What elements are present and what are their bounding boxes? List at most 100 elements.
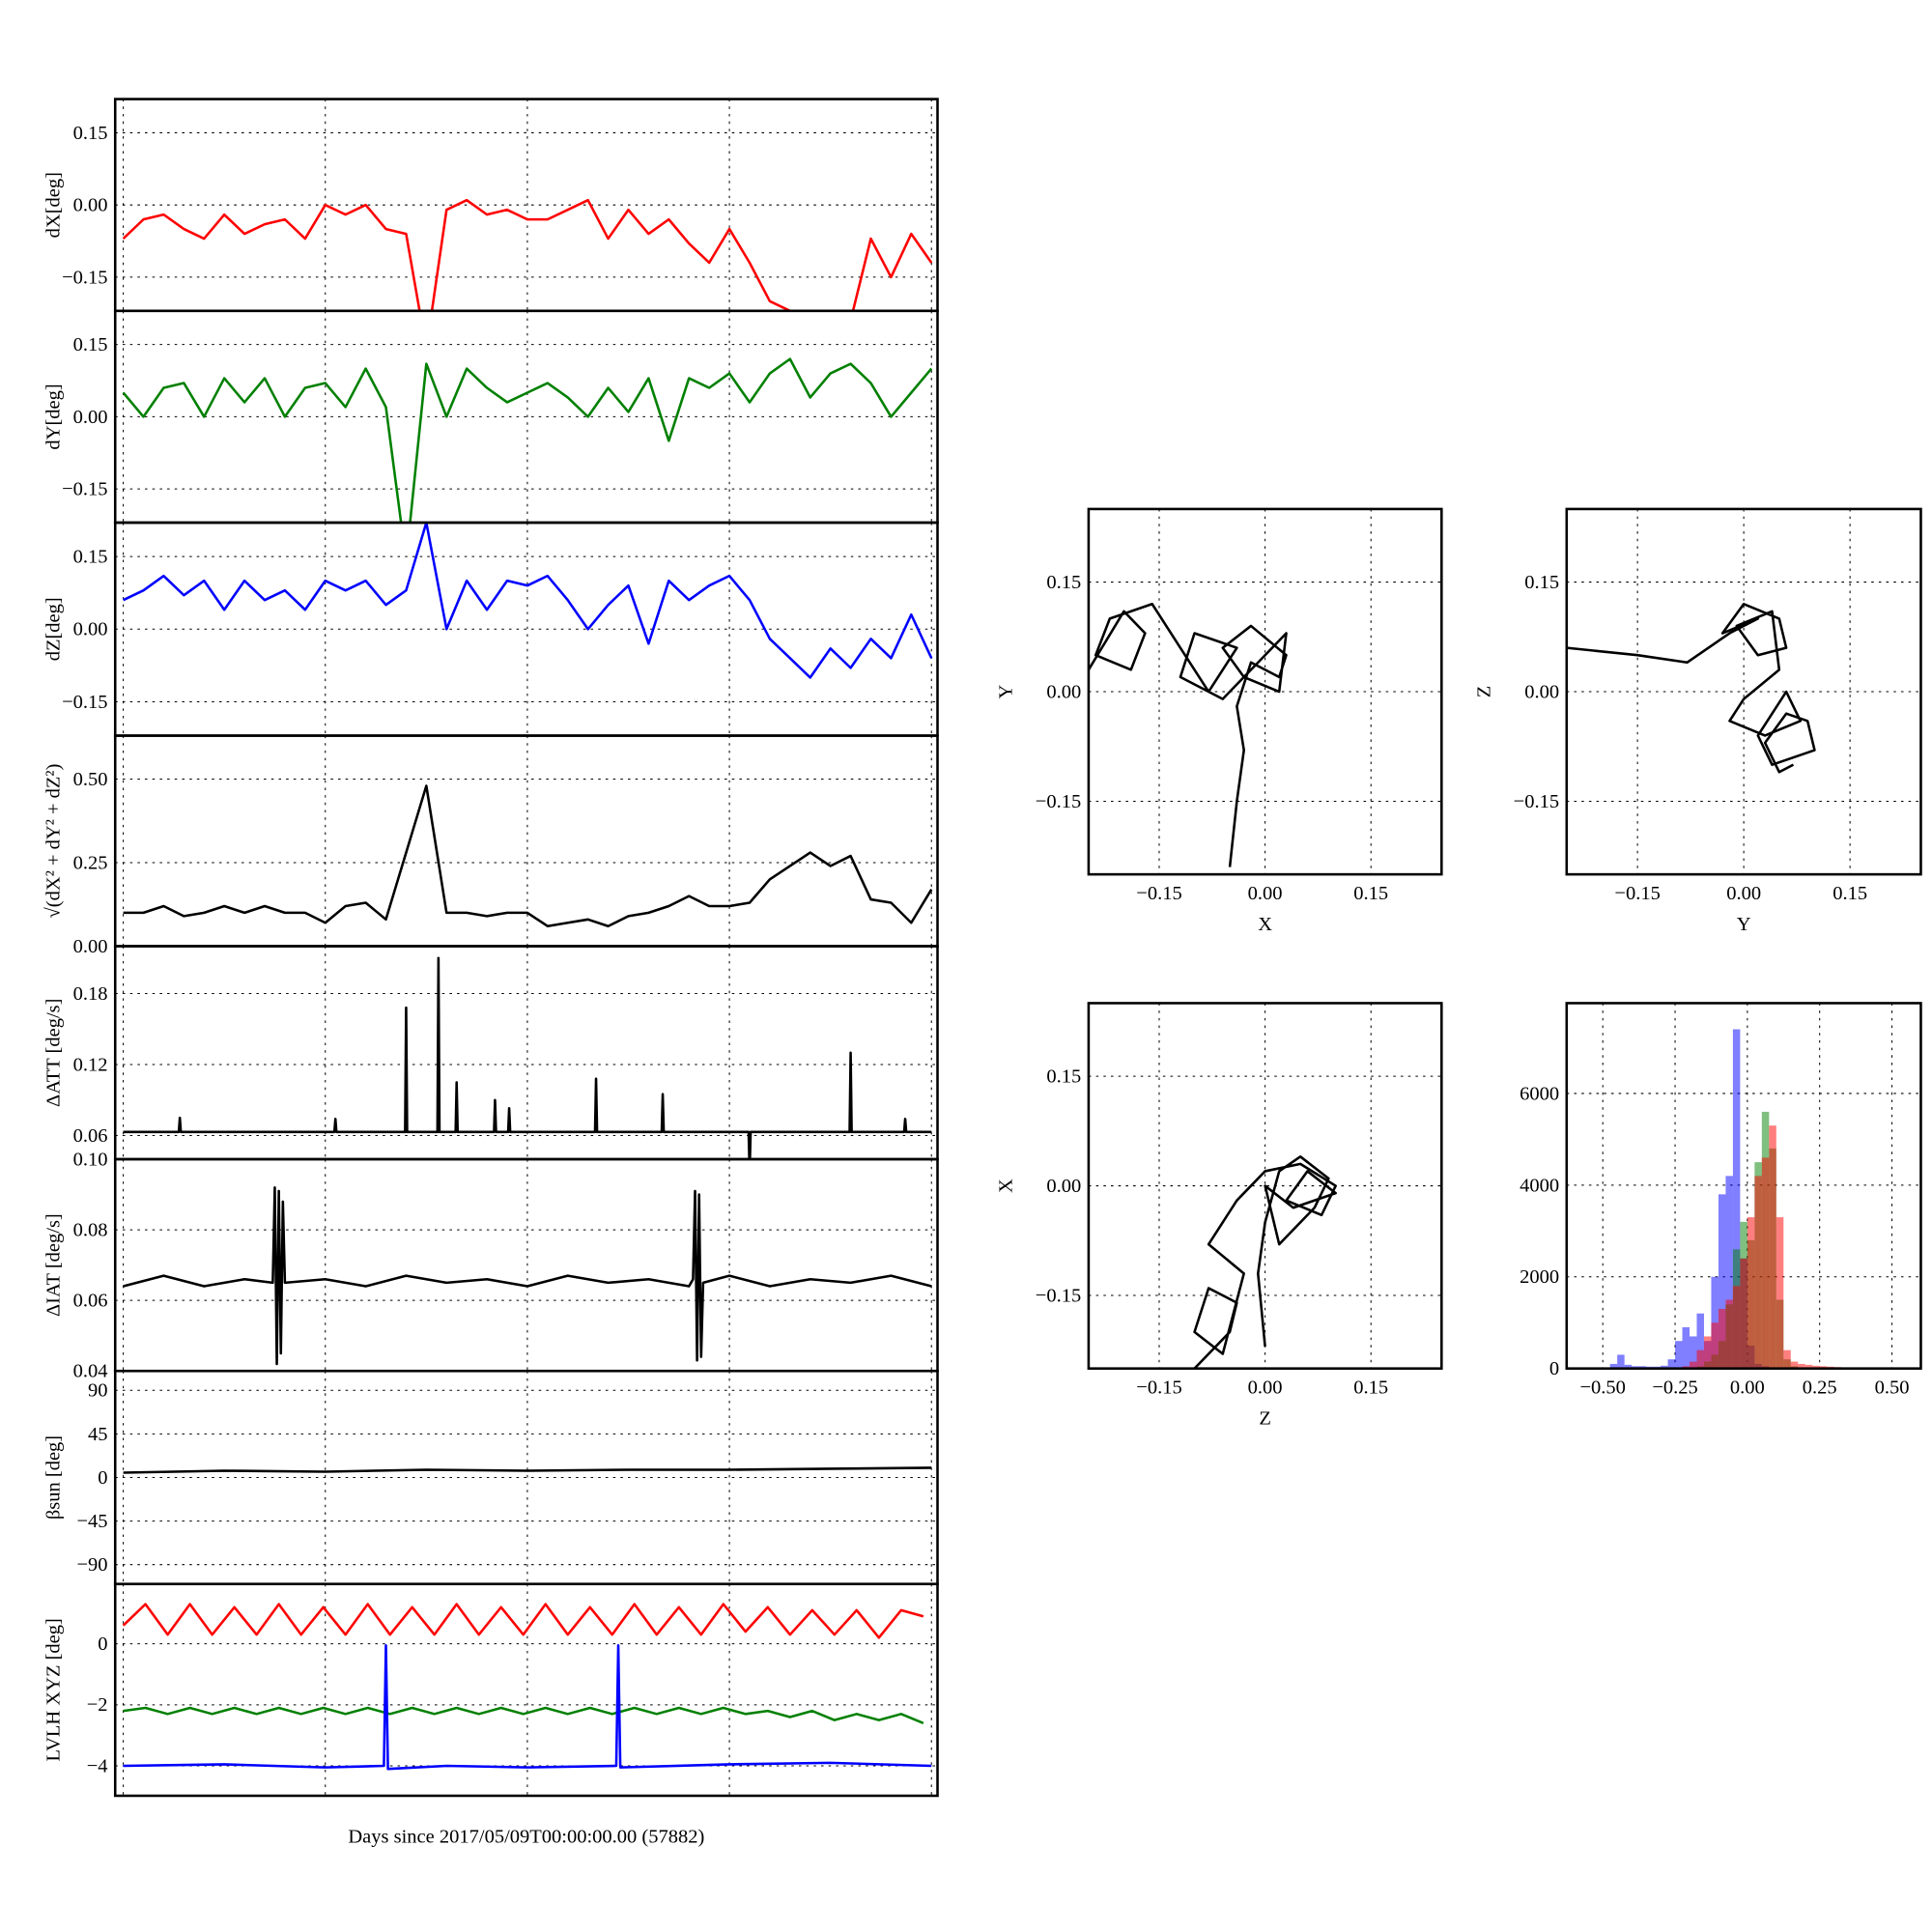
y-tick-label: 6000	[1520, 1083, 1559, 1104]
y-tick-label: 0	[1549, 1358, 1559, 1379]
data-line	[123, 1706, 924, 1724]
y-axis-label: Y	[995, 684, 1016, 698]
data-line	[123, 1185, 932, 1366]
data-line	[123, 523, 933, 679]
histogram-bar	[1769, 1125, 1776, 1369]
plot-area	[122, 357, 933, 524]
histogram-bar	[1732, 1286, 1741, 1369]
y-tick-label: 0.00	[73, 195, 108, 216]
y-axis-label: dZ[deg]	[43, 597, 65, 661]
y-tick-label: 0.00	[1524, 681, 1559, 702]
histogram-bar	[1783, 1350, 1791, 1369]
histogram-bar	[1718, 1308, 1726, 1369]
axes: −0.50 −0.25 0.00 0.25 0.50 0 2000 4000 6000	[1520, 1002, 1922, 1398]
y-tick-label: 45	[88, 1424, 107, 1445]
histogram-bar	[1804, 1364, 1813, 1369]
plot-area	[1193, 1155, 1337, 1369]
y-tick-label: 0.15	[73, 547, 108, 568]
data-line	[122, 357, 933, 524]
x-tick-label: −0.25	[1652, 1377, 1697, 1398]
x-axis-label: Z	[1259, 1407, 1271, 1429]
x-tick-label: −0.15	[1614, 883, 1660, 904]
x-tick-label: −0.15	[1136, 1377, 1181, 1398]
x-axis-label: Days since 2017/05/09T00:00:00.00 (57882…	[348, 1827, 704, 1848]
y-tick-label: 0.00	[1046, 1176, 1081, 1197]
y-tick-label: −90	[76, 1554, 107, 1576]
histogram-bar	[1776, 1217, 1784, 1369]
plot-area	[123, 1185, 932, 1366]
x-tick-label: 0.00	[1248, 883, 1283, 904]
histogram-bar	[1696, 1313, 1704, 1369]
y-tick-label: 2000	[1520, 1266, 1559, 1288]
y-tick-label: 0.15	[1046, 1066, 1081, 1088]
histogram-bar	[1617, 1354, 1625, 1369]
histogram-bar	[1718, 1194, 1726, 1369]
data-line	[123, 784, 933, 928]
x-tick-label: 0.15	[1833, 883, 1867, 904]
y-axis-label: ΔIAT [deg/s]	[43, 1213, 65, 1317]
data-line	[122, 1603, 924, 1639]
axes: −4 −2 0 LVLH XYZ [deg] Days since 2017/05/09…	[43, 1582, 939, 1848]
histogram-bar	[1725, 1176, 1733, 1369]
y-tick-label: 0.50	[73, 769, 108, 790]
histogram-bar	[1624, 1364, 1633, 1369]
x-axis-label: X	[1258, 914, 1272, 935]
y-axis-label: Z	[1473, 686, 1494, 698]
y-tick-label: −4	[87, 1755, 108, 1776]
plot-area	[1088, 602, 1288, 867]
histogram-bar	[1711, 1322, 1719, 1369]
y-tick-label: 0.15	[1524, 572, 1559, 593]
y-tick-label: 0.00	[1046, 681, 1081, 702]
plot-area	[122, 198, 933, 311]
histogram-bar	[1696, 1350, 1704, 1369]
y-tick-label: −0.15	[1514, 791, 1559, 812]
axes: −0.15 0.00 0.15 −0.15 0.00 0.15 X Z	[995, 1002, 1443, 1429]
x-tick-label: 0.25	[1803, 1377, 1837, 1398]
data-line	[1566, 602, 1816, 774]
x-tick-label: 0.00	[1248, 1377, 1283, 1398]
histogram-bar	[1732, 1029, 1741, 1369]
x-tick-label: 0.15	[1353, 883, 1388, 904]
plot-area	[123, 523, 933, 679]
plot-area	[123, 956, 932, 1159]
plot-area	[123, 784, 933, 928]
y-tick-label: 0.00	[73, 407, 108, 428]
y-tick-label: 0.10	[73, 1149, 108, 1170]
y-axis-label: X	[995, 1179, 1016, 1193]
y-tick-label: 0.00	[73, 619, 108, 640]
y-tick-label: −0.15	[62, 692, 107, 713]
histogram-bar	[1690, 1361, 1697, 1369]
y-tick-label: −0.15	[1036, 1285, 1081, 1306]
histogram-bar	[1667, 1359, 1676, 1369]
data-line	[122, 198, 933, 311]
axes-frame	[1087, 507, 1443, 876]
axes: −90 −45 0 45 90 βsun [deg]	[43, 1369, 939, 1586]
y-tick-label: 0.08	[73, 1219, 108, 1240]
y-tick-label: −2	[87, 1694, 108, 1716]
histogram-bar	[1703, 1336, 1712, 1369]
y-tick-label: 0.00	[73, 936, 108, 957]
y-tick-label: 0.12	[73, 1054, 108, 1075]
histogram-bar	[1798, 1363, 1805, 1369]
histogram-bar	[1675, 1341, 1683, 1369]
y-tick-label: −0.15	[1036, 791, 1081, 812]
histogram-bar	[1761, 1157, 1770, 1369]
x-tick-label: 0.00	[1730, 1377, 1765, 1398]
axes: −0.15 0.00 0.15 −0.15 0.00 0.15 Y X	[995, 507, 1443, 935]
data-line	[123, 956, 932, 1159]
axes-frame	[113, 1582, 939, 1798]
x-tick-label: 0.50	[1875, 1377, 1910, 1398]
y-tick-label: 0	[98, 1467, 107, 1489]
y-tick-label: −0.15	[62, 479, 107, 500]
histogram-bar	[1725, 1299, 1733, 1369]
histogram-bar	[1690, 1336, 1697, 1369]
plot-area	[123, 1466, 932, 1474]
y-tick-label: 0	[98, 1634, 107, 1655]
y-tick-label: 0.15	[73, 123, 108, 144]
data-line	[123, 1466, 932, 1474]
axes: −0.15 0.00 0.15 dZ[deg]	[43, 521, 939, 737]
y-tick-label: 0.06	[73, 1291, 108, 1312]
